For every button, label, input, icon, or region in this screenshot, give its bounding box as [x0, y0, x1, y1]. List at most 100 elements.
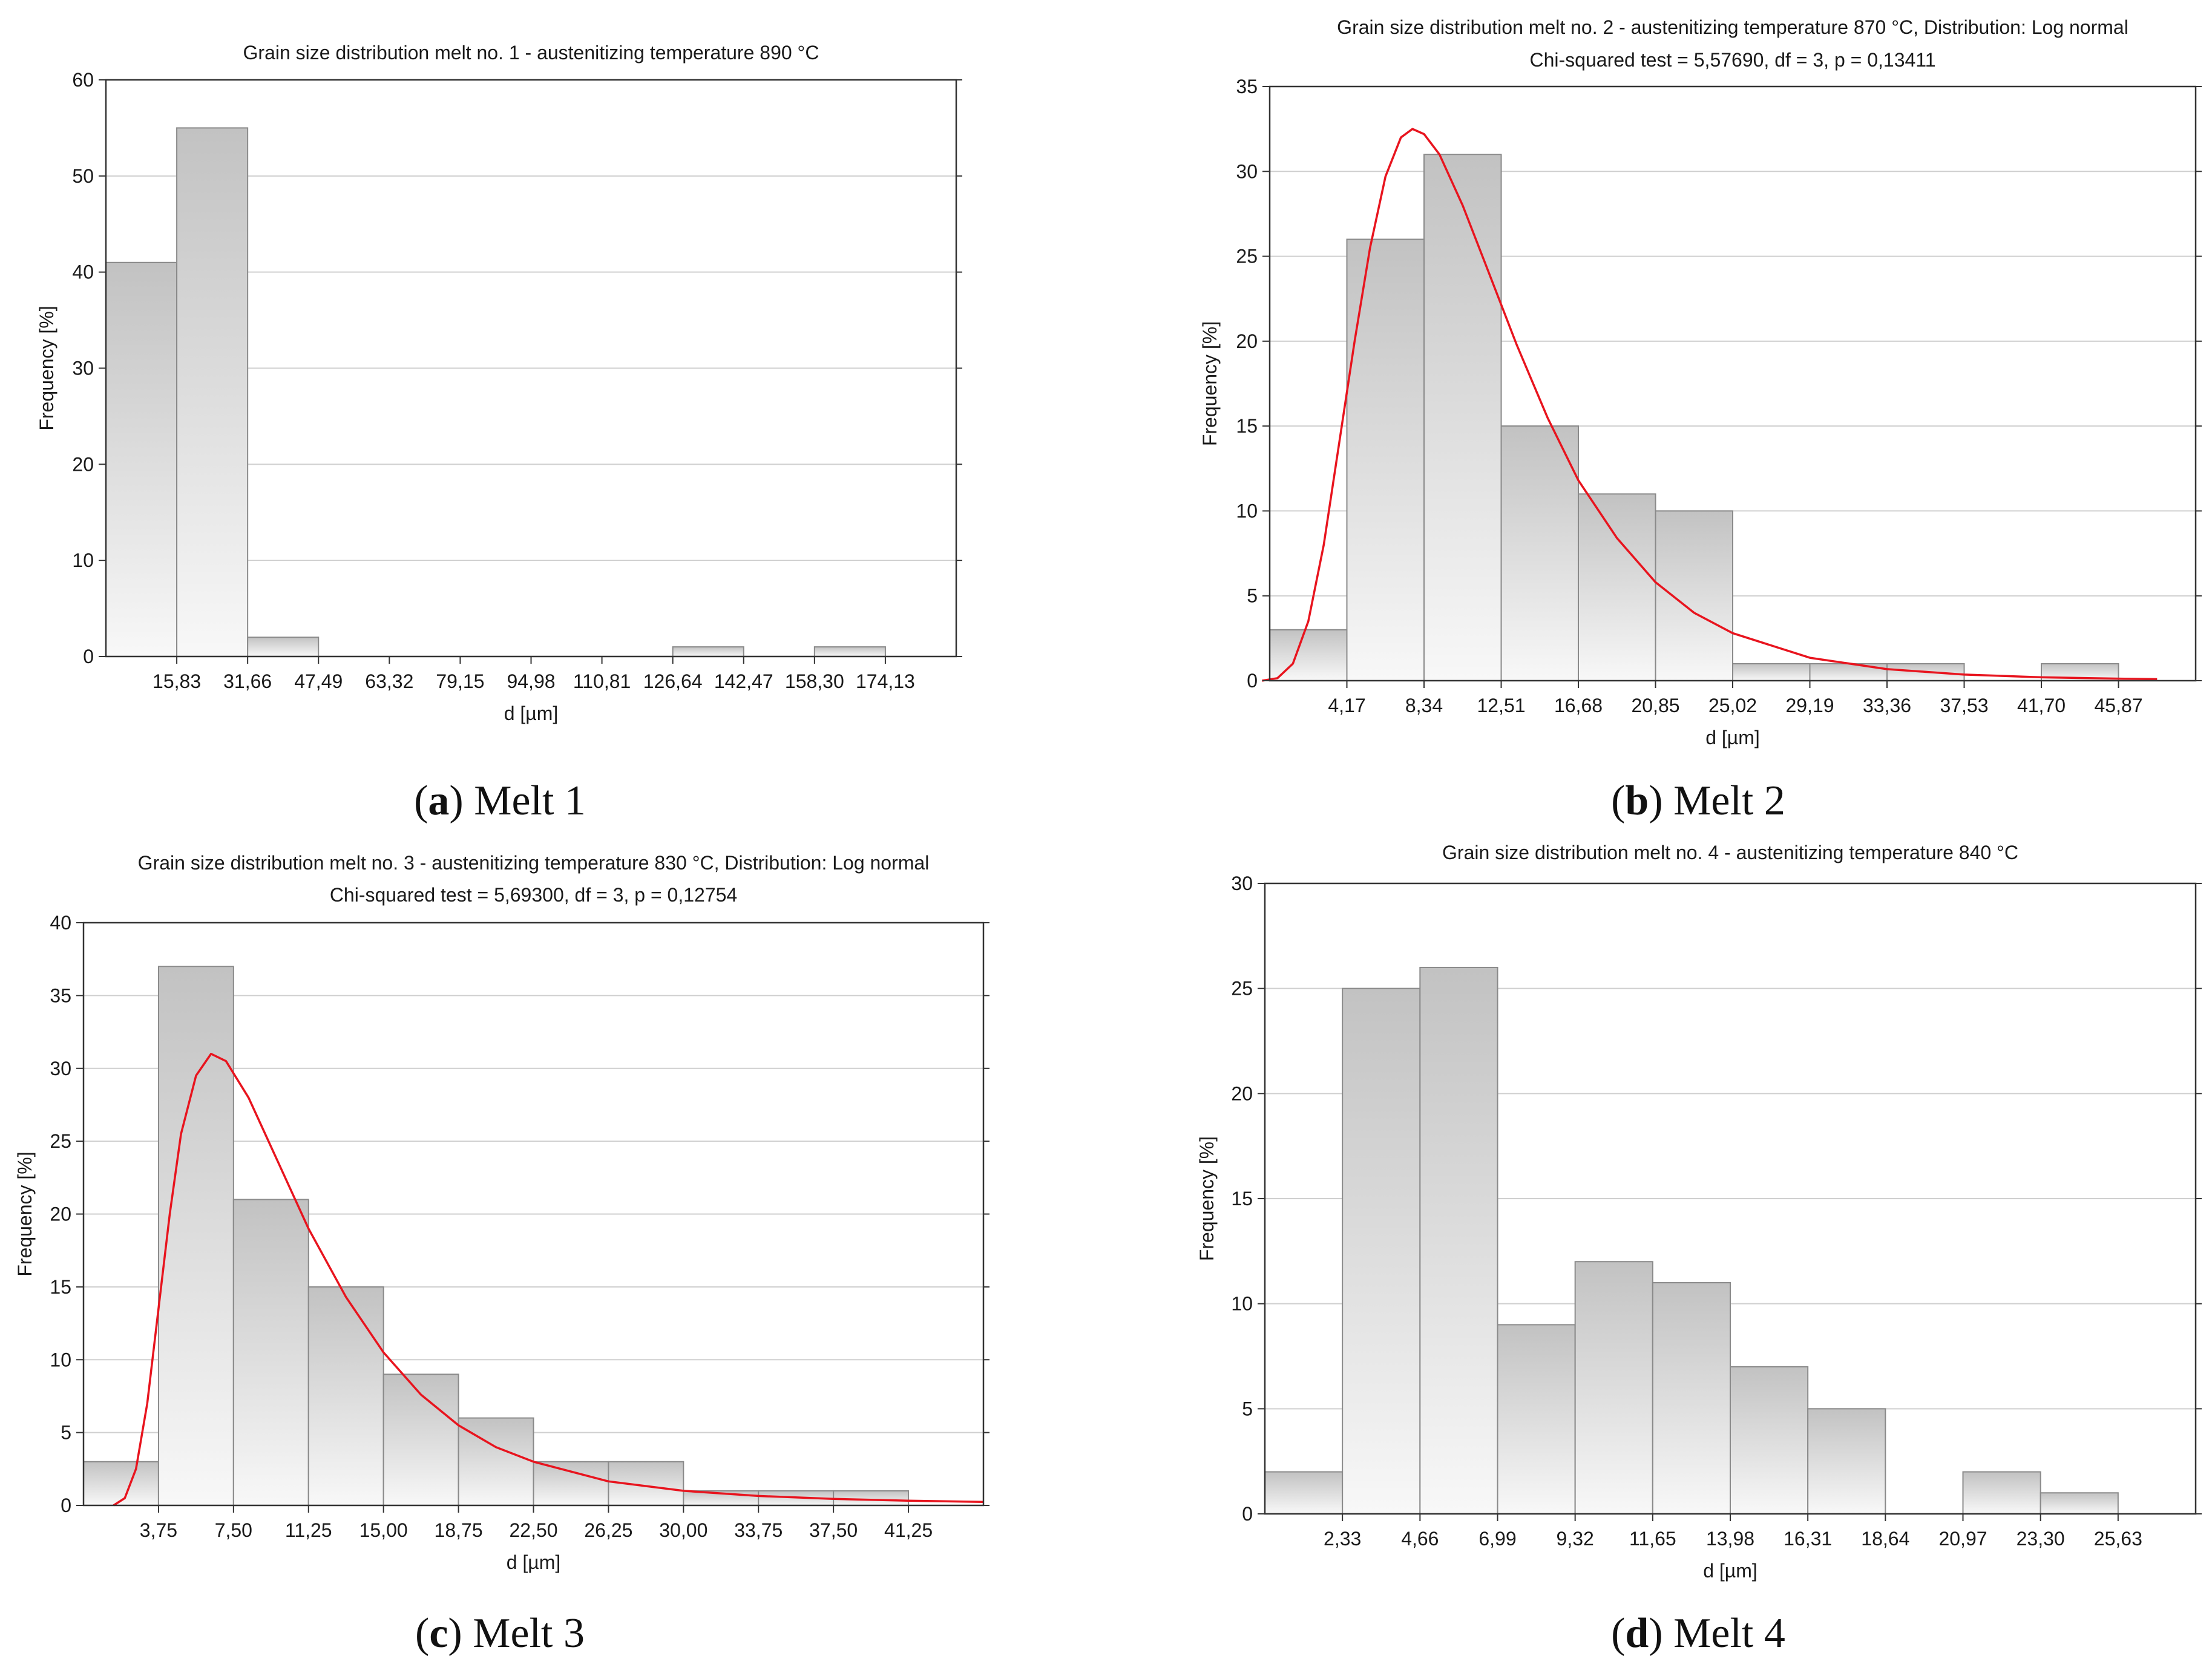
histogram-bar	[1500, 425, 1579, 682]
x-tick-label: 41,70	[2017, 695, 2066, 716]
y-tick-label: 35	[50, 984, 71, 1006]
x-tick-label: 20,97	[1938, 1528, 1987, 1550]
x-tick-label: 94,98	[507, 670, 555, 692]
y-tick-label: 10	[1236, 500, 1258, 522]
x-tick-label: 15,83	[153, 670, 201, 692]
histogram-bar	[1578, 493, 1656, 681]
x-tick-label: 33,36	[1863, 695, 1911, 716]
caption-a-letter: a	[428, 778, 449, 824]
histogram-bar	[307, 1286, 384, 1506]
y-tick-label: 20	[72, 453, 94, 475]
chart-melt-2: 0 5 10 15 20 25 30 35 4,17 8,34 12,51 16,68 20,85 25,…	[1199, 16, 2202, 748]
x-tick-label: 37,53	[1940, 695, 1988, 716]
lognormal-fit-curve	[1262, 128, 2158, 682]
y-axis-label: Frequency [%]	[1196, 1136, 1218, 1261]
y-tick-label: 20	[1231, 1082, 1253, 1104]
histogram-bar	[1423, 154, 1502, 681]
caption-c-text: Melt 3	[473, 1610, 585, 1657]
y-tick-label: 0	[1247, 670, 1258, 692]
histogram-bar	[247, 637, 320, 657]
x-tick-label: 33,75	[734, 1519, 783, 1541]
y-tick-label: 10	[1231, 1293, 1253, 1315]
x-tick-label: 3,75	[140, 1519, 177, 1541]
histogram-bar	[1962, 1471, 2041, 1515]
y-tick-label: 40	[72, 261, 94, 283]
x-tick-label: 15,00	[359, 1519, 408, 1541]
x-tick-label: 29,19	[1785, 695, 1834, 716]
y-tick-label: 20	[50, 1203, 71, 1225]
histogram-bar	[813, 646, 886, 658]
x-tick-label: 9,32	[1557, 1528, 1594, 1550]
x-tick-label: 13,98	[1706, 1528, 1754, 1550]
histogram-bar	[1342, 987, 1421, 1514]
y-tick-label: 15	[1231, 1188, 1253, 1210]
histogram-bar	[232, 1199, 309, 1507]
y-tick-label: 60	[72, 69, 94, 91]
caption-a: (a) Melt 1	[414, 778, 586, 824]
x-tick-label: 18,64	[1861, 1528, 1909, 1550]
caption-b-text: Melt 2	[1673, 778, 1785, 824]
histogram-bar	[1419, 966, 1498, 1514]
y-tick-label: 20	[1236, 330, 1258, 352]
y-tick-label: 0	[83, 646, 94, 667]
x-tick-label: 7,50	[215, 1519, 252, 1541]
histogram-bar	[1269, 629, 1348, 682]
x-tick-label: 12,51	[1477, 695, 1525, 716]
y-tick-label: 30	[1231, 873, 1253, 894]
x-axis-label: d [µm]	[507, 1551, 561, 1573]
y-tick-label: 50	[72, 165, 94, 187]
x-tick-label: 31,66	[223, 670, 272, 692]
histogram-bar	[672, 646, 744, 658]
y-tick-label: 0	[1242, 1503, 1253, 1525]
x-tick-label: 4,66	[1401, 1528, 1439, 1550]
y-tick-label: 25	[1231, 978, 1253, 1000]
x-tick-label: 47,49	[294, 670, 343, 692]
x-tick-label: 6,99	[1478, 1528, 1516, 1550]
histogram-bar	[1655, 510, 1733, 682]
x-axis-label: d [µm]	[504, 702, 559, 724]
y-tick-label: 5	[1242, 1398, 1253, 1419]
caption-d: (d) Melt 4	[1611, 1610, 1785, 1657]
y-tick-label: 5	[61, 1422, 71, 1444]
caption-b-letter: b	[1625, 778, 1649, 824]
chart-subtitle: Chi-squared test = 5,57690, df = 3, p = …	[1530, 49, 1936, 71]
x-tick-label: 63,32	[365, 670, 413, 692]
x-tick-label: 18,75	[435, 1519, 483, 1541]
x-tick-label: 79,15	[436, 670, 484, 692]
y-axis-label: Frequency [%]	[36, 306, 57, 430]
histogram-bar	[533, 1461, 609, 1506]
histogram-bar	[1264, 1471, 1344, 1515]
x-tick-label: 16,68	[1554, 695, 1603, 716]
chart-title: Grain size distribution melt no. 3 - aus…	[138, 852, 930, 874]
caption-d-text: Melt 4	[1673, 1610, 1785, 1657]
x-tick-label: 41,25	[884, 1519, 933, 1541]
histogram-bar	[157, 966, 234, 1506]
y-tick-label: 30	[50, 1058, 71, 1079]
x-tick-label: 37,50	[809, 1519, 858, 1541]
x-tick-label: 158,30	[785, 670, 844, 692]
y-tick-label: 30	[1236, 160, 1258, 182]
y-tick-label: 15	[1236, 415, 1258, 437]
y-tick-label: 0	[61, 1495, 71, 1516]
y-tick-label: 35	[1236, 76, 1258, 97]
caption-c: (c) Melt 3	[415, 1610, 585, 1657]
caption-a-text: Melt 1	[474, 778, 586, 824]
x-tick-label: 4,17	[1328, 695, 1365, 716]
x-tick-label: 8,34	[1405, 695, 1443, 716]
y-axis-label: Frequency [%]	[14, 1151, 36, 1276]
histogram-bar	[2040, 1492, 2119, 1514]
histogram-bar	[1346, 238, 1425, 681]
x-tick-label: 110,81	[573, 670, 631, 692]
histogram-bar	[1652, 1282, 1731, 1515]
x-tick-label: 26,25	[584, 1519, 632, 1541]
x-tick-label: 16,31	[1784, 1528, 1832, 1550]
histogram-bar	[1574, 1261, 1653, 1514]
x-tick-label: 20,85	[1631, 695, 1679, 716]
x-tick-label: 126,64	[643, 670, 703, 692]
y-tick-label: 30	[72, 358, 94, 379]
caption-d-letter: d	[1625, 1610, 1649, 1657]
histogram-bar	[1807, 1408, 1886, 1514]
x-tick-label: 25,02	[1708, 695, 1757, 716]
histogram-bar	[176, 127, 249, 657]
